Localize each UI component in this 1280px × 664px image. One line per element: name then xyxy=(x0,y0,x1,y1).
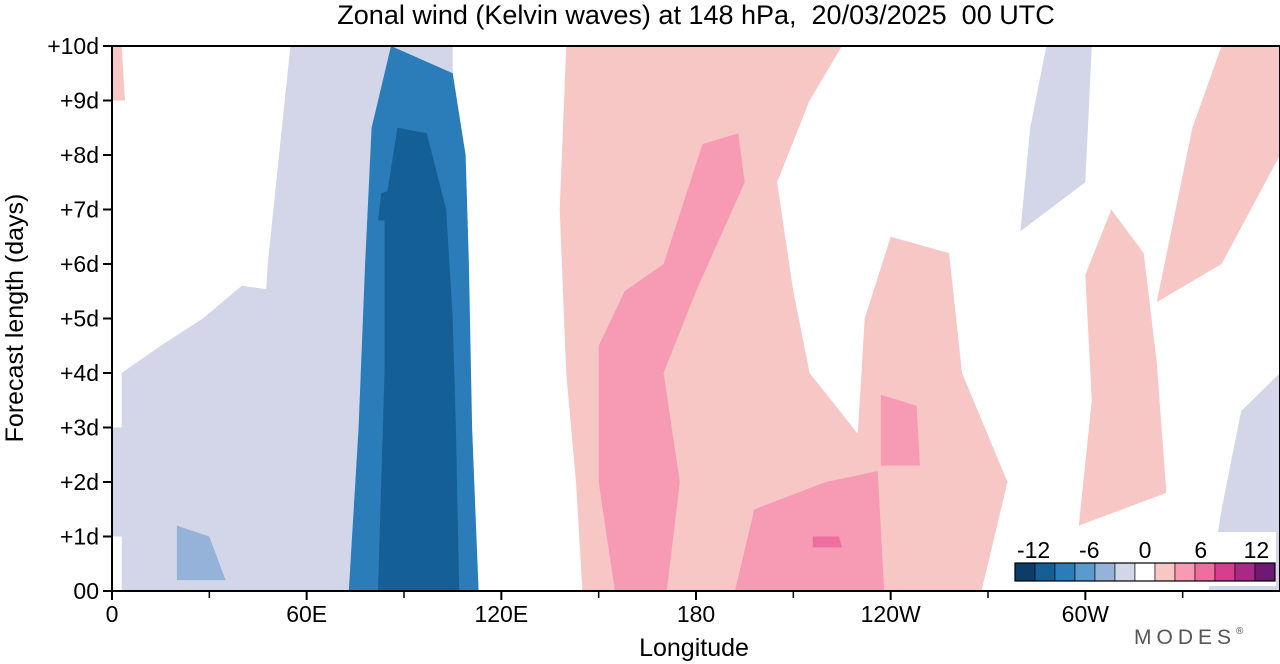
region-westerly-dateline-max xyxy=(812,536,842,548)
region-easterly-atlantic-upper xyxy=(1020,46,1092,232)
region-westerly-africa xyxy=(1156,46,1280,303)
colorbar-swatch xyxy=(1154,562,1176,582)
colorbar-swatch xyxy=(1114,562,1136,582)
colorbar-legend: -12 -6 0 6 12 xyxy=(1011,532,1276,586)
chart-title: Zonal wind (Kelvin waves) at 148 hPa, 20… xyxy=(337,0,1054,30)
colorbar-swatch xyxy=(1094,562,1116,582)
colorbar-swatch xyxy=(1074,562,1096,582)
region-easterly-max-a xyxy=(417,253,440,330)
x-axis: 0 60E 120E 180 120W 60W xyxy=(106,591,1184,627)
colorbar-swatch xyxy=(1214,562,1236,582)
x-tick-label: 120W xyxy=(861,601,921,627)
x-tick-label: 60W xyxy=(1062,601,1110,627)
region-westerly-dateline-core xyxy=(734,471,885,591)
x-tick-label: 0 xyxy=(106,601,119,627)
x-tick-label: 180 xyxy=(677,601,715,627)
y-axis: 00 +1d +2d +3d +4d +5d +6d +7d +8d +9d +10d xyxy=(47,33,112,604)
x-axis-title: Longitude xyxy=(639,634,749,662)
heatmap-regions xyxy=(112,46,1280,591)
y-tick-label: +9d xyxy=(60,88,99,114)
y-tick-label: +8d xyxy=(60,142,99,168)
region-easterly-low-patch xyxy=(112,427,135,537)
y-tick-label: +5d xyxy=(60,306,99,332)
y-axis-title: Forecast length (days) xyxy=(1,194,29,443)
x-tick-label: 120E xyxy=(474,601,528,627)
y-tick-label: +2d xyxy=(60,469,99,495)
plot-area xyxy=(112,46,1280,591)
colorbar-swatch xyxy=(1254,562,1276,582)
y-tick-label: 00 xyxy=(73,578,99,604)
colorbar-swatch xyxy=(1134,562,1156,582)
colorbar-swatch xyxy=(1174,562,1196,582)
region-westerly-east-pacific xyxy=(842,236,1008,591)
modes-logo: MODES® xyxy=(1134,626,1244,649)
region-westerly-atlantic xyxy=(1078,209,1167,526)
colorbar-frame xyxy=(1014,562,1276,582)
colorbar-label: 6 xyxy=(1194,537,1207,563)
colorbar-swatch xyxy=(1014,562,1036,582)
y-tick-label: +4d xyxy=(60,360,99,386)
colorbar-swatch xyxy=(1194,562,1216,582)
region-westerly-cp-core xyxy=(598,133,745,591)
region-easterly-band-10 xyxy=(378,127,460,591)
colorbar-swatch xyxy=(1234,562,1256,582)
modes-logo-mark: ® xyxy=(1236,626,1244,637)
region-easterly-max-b xyxy=(430,476,450,570)
y-tick-label: +6d xyxy=(60,251,99,277)
colorbar-label: 0 xyxy=(1139,537,1152,563)
region-westerly-ep-core xyxy=(880,394,920,466)
y-tick-label: +10d xyxy=(47,33,99,59)
colorbar-label: -6 xyxy=(1079,537,1099,563)
modes-logo-text: MODES xyxy=(1134,626,1236,649)
y-tick-label: +7d xyxy=(60,197,99,223)
region-easterly-west-io-patch xyxy=(176,525,226,581)
colorbar-label: -12 xyxy=(1017,537,1050,563)
colorbar-swatch xyxy=(1034,562,1056,582)
x-tick-label: 60E xyxy=(286,601,327,627)
y-tick-label: +1d xyxy=(60,524,99,550)
region-easterly-max-c xyxy=(378,187,401,221)
y-tick-label: +3d xyxy=(60,415,99,441)
region-westerly-far-west xyxy=(112,46,125,101)
colorbar-label: 12 xyxy=(1244,537,1270,563)
colorbar-swatch xyxy=(1054,562,1076,582)
